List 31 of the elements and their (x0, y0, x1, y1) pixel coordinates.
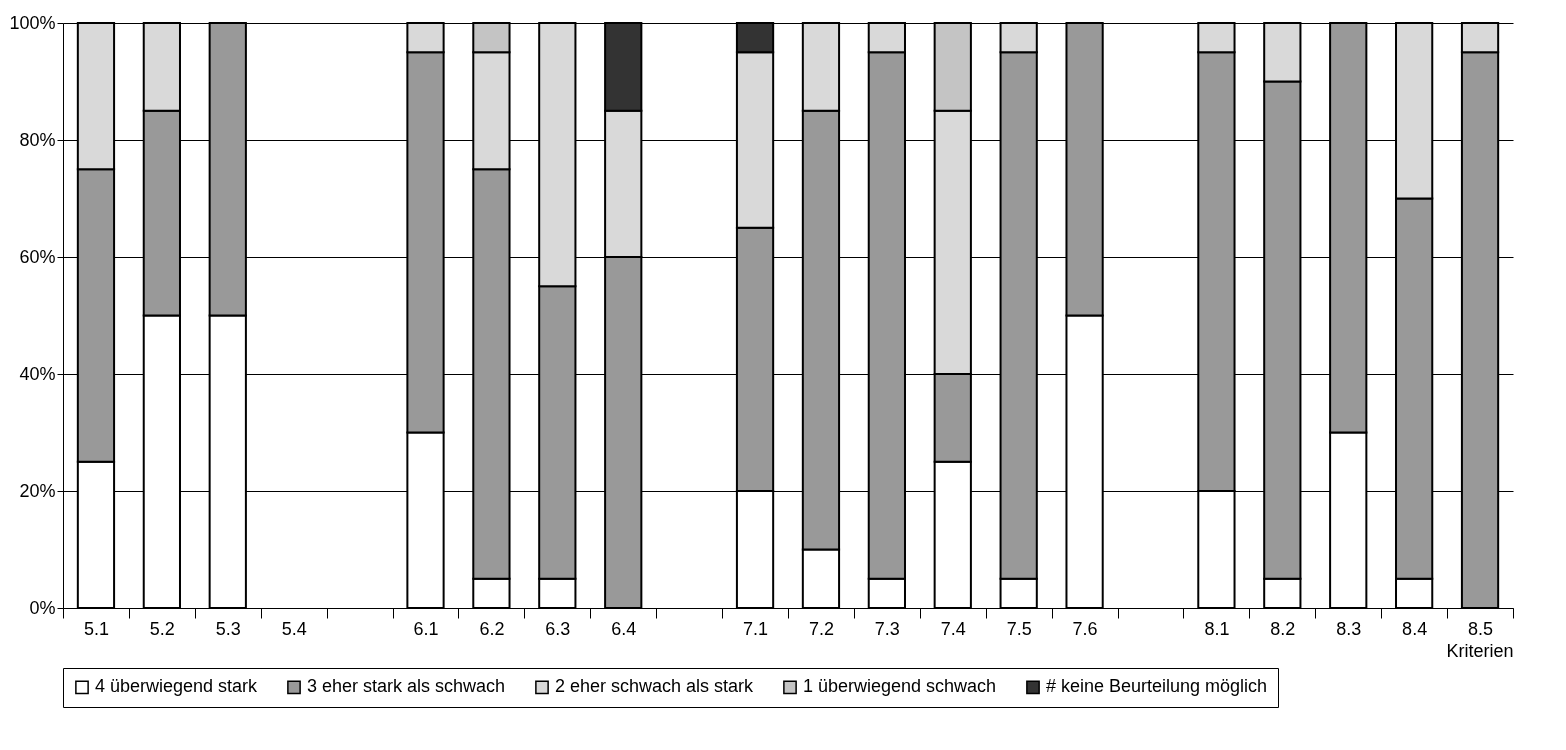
y-tick-label: 60% (19, 246, 56, 267)
y-tick-label: 40% (19, 363, 56, 384)
x-tick-label: 7.2 (808, 618, 834, 639)
x-tick-label: 8.2 (1270, 618, 1296, 639)
legend-label: 1 überwiegend schwach (803, 676, 997, 697)
x-tick-label: 6.1 (413, 618, 439, 639)
x-tick-label: 7.6 (1072, 618, 1098, 639)
x-tick-label: 8.3 (1336, 618, 1362, 639)
x-tick-label: 6.2 (479, 618, 505, 639)
legend-label: 4 überwiegend stark (95, 676, 259, 697)
legend-label: # keine Beurteilung möglich (1046, 676, 1268, 697)
x-tick-label: 8.1 (1204, 618, 1230, 639)
x-tick-label: 8.5 (1468, 618, 1494, 639)
legend-label: 2 eher schwach als stark (555, 676, 755, 697)
x-axis-title: Kriterien (1446, 640, 1514, 661)
x-tick-label: 8.4 (1402, 618, 1428, 639)
x-tick-label: 6.4 (611, 618, 637, 639)
y-tick-label: 100% (9, 12, 56, 33)
y-tick-label: 0% (29, 597, 56, 618)
x-tick-label: 7.4 (940, 618, 966, 639)
x-tick-label: 6.3 (545, 618, 571, 639)
x-tick-label: 5.2 (149, 618, 175, 639)
x-tick-label: 5.1 (83, 618, 109, 639)
y-tick-label: 80% (19, 129, 56, 150)
y-tick-label: 20% (19, 480, 56, 501)
x-tick-label: 5.3 (215, 618, 241, 639)
x-tick-label: 7.3 (874, 618, 900, 639)
x-tick-label: 7.1 (743, 618, 769, 639)
x-tick-label: 5.4 (281, 618, 307, 639)
legend-label: 3 eher stark als schwach (307, 676, 506, 697)
x-tick-label: 7.5 (1006, 618, 1032, 639)
